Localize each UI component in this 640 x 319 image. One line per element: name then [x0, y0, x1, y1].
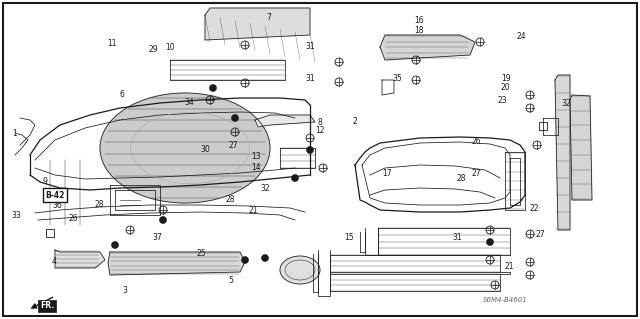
Ellipse shape	[100, 93, 270, 203]
Text: 26: 26	[472, 137, 482, 146]
Text: 28: 28	[456, 174, 465, 183]
Text: 14: 14	[251, 163, 261, 172]
Text: 27: 27	[536, 230, 546, 239]
Text: 21: 21	[504, 262, 513, 271]
Circle shape	[291, 174, 298, 182]
Text: 24: 24	[516, 32, 527, 41]
Text: 1: 1	[12, 130, 17, 138]
Bar	[46, 229, 54, 237]
Text: B-42: B-42	[45, 190, 65, 199]
Circle shape	[241, 256, 248, 263]
Text: 27: 27	[228, 141, 239, 150]
Circle shape	[262, 255, 269, 262]
Circle shape	[486, 239, 493, 246]
Text: 22: 22	[530, 204, 539, 213]
Text: 5: 5	[228, 276, 233, 285]
Text: 33: 33	[11, 211, 21, 220]
Text: S6M4-B4601: S6M4-B4601	[483, 297, 527, 303]
Text: 19: 19	[500, 74, 511, 83]
Circle shape	[159, 217, 166, 224]
Text: 7: 7	[266, 13, 271, 22]
Text: 6: 6	[119, 90, 124, 99]
Text: 37: 37	[152, 233, 162, 242]
Text: 26: 26	[68, 214, 79, 223]
Text: 10: 10	[164, 43, 175, 52]
Polygon shape	[570, 95, 592, 200]
Text: 16: 16	[414, 16, 424, 25]
Text: 35: 35	[392, 74, 402, 83]
Polygon shape	[205, 8, 310, 40]
Circle shape	[232, 115, 239, 122]
Text: 31: 31	[305, 42, 316, 51]
Text: 2: 2	[353, 117, 358, 126]
Text: 18: 18	[415, 26, 424, 35]
Text: 36: 36	[52, 201, 63, 210]
Text: 21: 21	[248, 206, 257, 215]
Text: 31: 31	[452, 233, 463, 242]
Text: 11: 11	[108, 39, 116, 48]
Polygon shape	[380, 35, 475, 60]
Circle shape	[209, 85, 216, 92]
Text: 28: 28	[226, 195, 235, 204]
Text: 32: 32	[561, 99, 572, 108]
Text: 13: 13	[251, 152, 261, 161]
Text: 27: 27	[472, 169, 482, 178]
Text: 29: 29	[148, 45, 159, 54]
Circle shape	[307, 146, 314, 153]
Text: 12: 12	[316, 126, 324, 135]
Polygon shape	[255, 115, 315, 127]
Circle shape	[111, 241, 118, 249]
Text: 4: 4	[52, 257, 57, 266]
Polygon shape	[55, 250, 105, 268]
Bar	[539, 122, 547, 130]
Text: 23: 23	[497, 96, 508, 105]
Text: 32: 32	[260, 184, 271, 193]
Polygon shape	[555, 75, 570, 230]
Text: 20: 20	[500, 83, 511, 92]
Text: FR.: FR.	[40, 301, 54, 310]
Text: 34: 34	[184, 98, 194, 107]
Text: 15: 15	[344, 233, 354, 242]
Text: 30: 30	[200, 145, 210, 154]
Text: 17: 17	[382, 169, 392, 178]
Text: 9: 9	[42, 177, 47, 186]
Polygon shape	[108, 252, 245, 275]
Text: 8: 8	[317, 118, 323, 127]
Ellipse shape	[280, 256, 320, 284]
Text: 3: 3	[122, 286, 127, 295]
Text: 25: 25	[196, 249, 207, 258]
Text: 28: 28	[95, 200, 104, 209]
Text: 31: 31	[305, 74, 316, 83]
